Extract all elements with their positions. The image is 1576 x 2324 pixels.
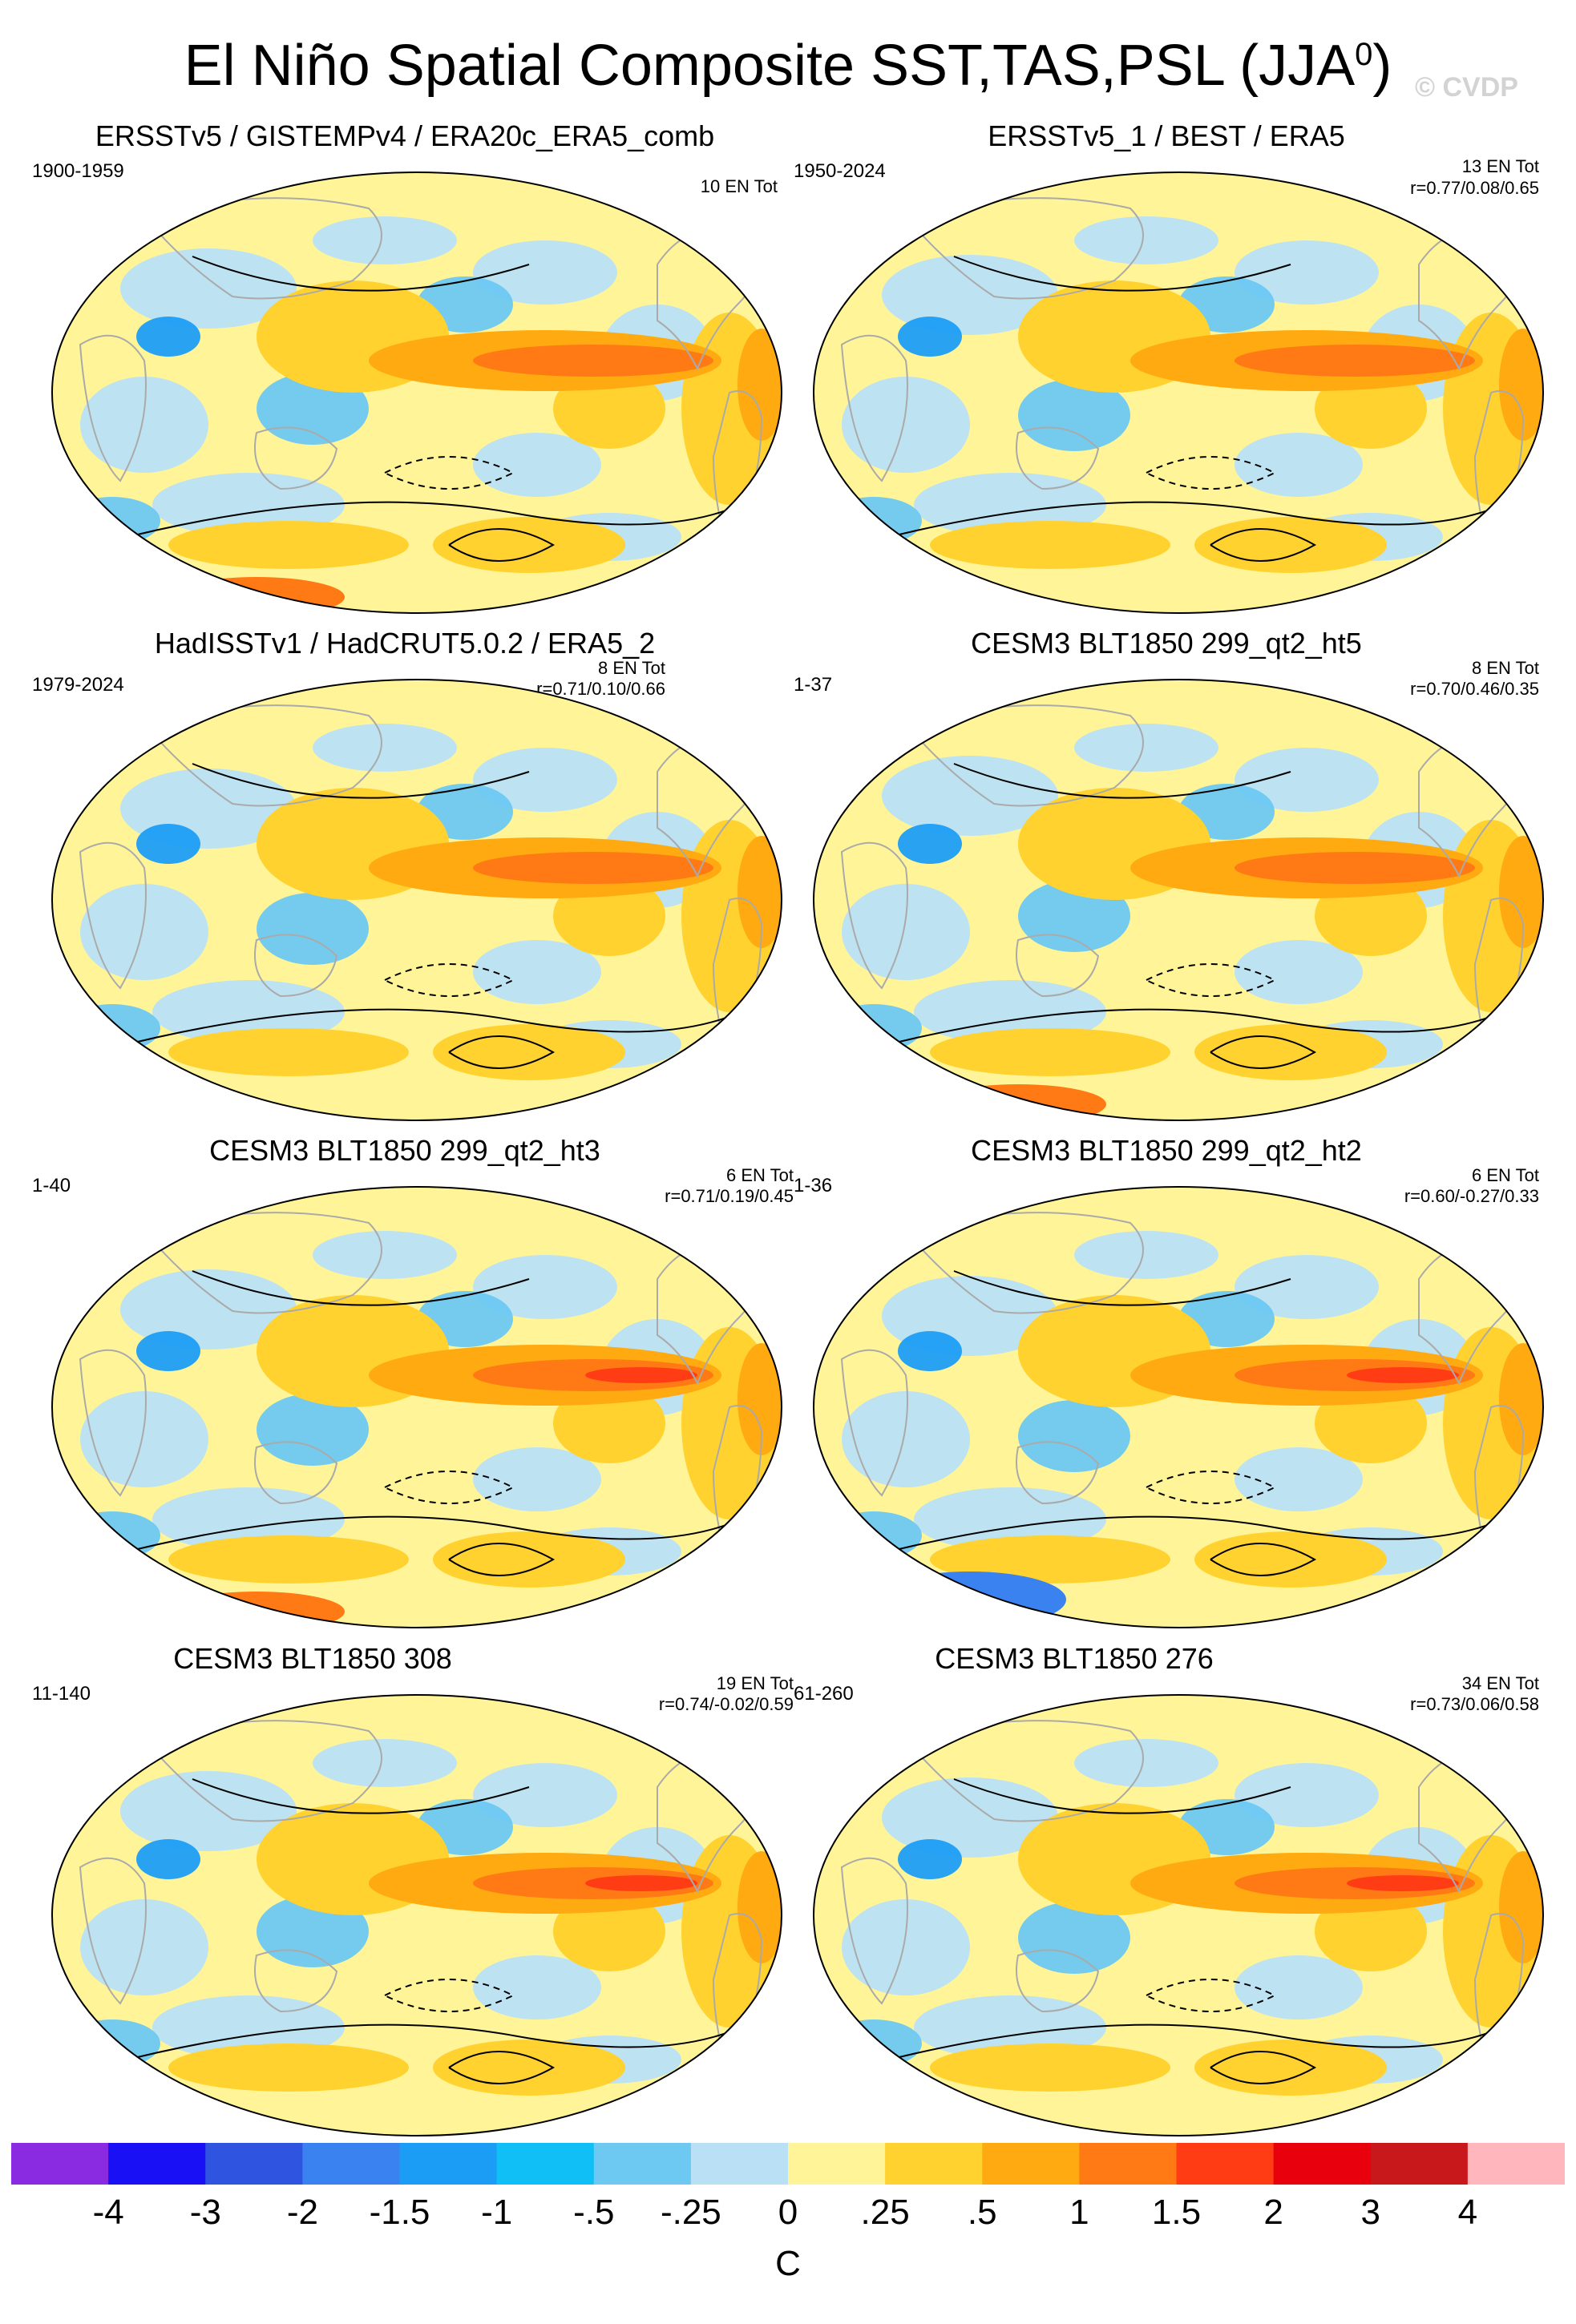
colorbar-bin: [593, 2143, 692, 2185]
colorbar-bin: [1370, 2143, 1469, 2185]
map-field: [814, 1187, 1543, 1628]
map-field: [814, 1695, 1543, 2136]
correlation-label: r=0.70/0.46/0.35: [1410, 679, 1539, 699]
colorbar-tick-label: 4: [1457, 2193, 1478, 2232]
panel-5: CESM3 BLT1850 299_qt2_ht3 1-40 6 EN Tot …: [32, 1134, 794, 1656]
colorbar-tick-label: -1.5: [369, 2193, 430, 2232]
map-field: [814, 680, 1543, 1120]
colorbar-bin: [399, 2143, 498, 2185]
composite-map: [51, 1694, 782, 2136]
panel-title: ERSSTv5 / GISTEMPv4 / ERA20c_ERA5_comb: [95, 119, 715, 152]
correlation-label: r=0.71/0.19/0.45: [665, 1186, 794, 1206]
panel-title: CESM3 BLT1850 299_qt2_ht5: [971, 627, 1362, 660]
colorbar-tick-label: -.25: [660, 2193, 721, 2232]
en-total-label: 34 EN Tot: [1461, 1673, 1539, 1693]
map-field: [52, 172, 782, 613]
colorbar-tick-label: -3: [189, 2193, 221, 2232]
colorbar-tick-label: .5: [967, 2193, 997, 2232]
period-label: 1-40: [32, 1175, 71, 1196]
colorbar-bin: [205, 2143, 303, 2185]
en-total-label: 8 EN Tot: [598, 658, 665, 678]
correlation-label: r=0.74/-0.02/0.59: [658, 1694, 794, 1714]
colorbar-tick-label: .25: [860, 2193, 910, 2232]
colorbar-tick-label: -4: [92, 2193, 124, 2232]
map-outline: [51, 1186, 782, 1628]
panel-2: ERSSTv5_1 / BEST / ERA5 1950-2024 13 EN …: [794, 119, 1544, 641]
colorbar-bin: [1079, 2143, 1177, 2185]
en-total-label: 6 EN Tot: [1472, 1165, 1539, 1185]
colorbar-bin: [885, 2143, 983, 2185]
colorbar-bin: [1176, 2143, 1275, 2185]
colorbar-tick-label: -2: [286, 2193, 318, 2232]
panel-1: ERSSTv5 / GISTEMPv4 / ERA20c_ERA5_comb 1…: [32, 119, 782, 641]
map-outline: [813, 679, 1544, 1121]
panel-title: ERSSTv5_1 / BEST / ERA5: [988, 119, 1345, 152]
composite-map: [813, 679, 1544, 1121]
figure-title: El Niño Spatial Composite SST,TAS,PSL (J…: [184, 34, 1392, 98]
colorbar-tick-label: 3: [1360, 2193, 1380, 2232]
en-total-label: 19 EN Tot: [716, 1673, 794, 1693]
composite-map: [51, 171, 782, 614]
panel-7: CESM3 BLT1850 308 11-140 19 EN Tot r=0.7…: [32, 1642, 794, 2164]
composite-map: [813, 171, 1544, 614]
composite-map: [813, 1694, 1544, 2136]
panel-4: CESM3 BLT1850 299_qt2_ht5 1-37 8 EN Tot …: [794, 627, 1544, 1148]
map-field: [52, 1187, 782, 1628]
panel-title: HadISSTv1 / HadCRUT5.0.2 / ERA5_2: [154, 627, 656, 660]
colorbar: [11, 2143, 1565, 2185]
en-total-label: 10 EN Tot: [700, 176, 778, 196]
map-outline: [813, 1186, 1544, 1628]
en-total-label: 8 EN Tot: [1472, 658, 1539, 678]
colorbar-tick-label: 0: [778, 2193, 798, 2232]
colorbar-bin: [982, 2143, 1080, 2185]
en-total-label: 6 EN Tot: [726, 1165, 794, 1185]
map-field: [814, 172, 1543, 613]
period-label: 1979-2024: [32, 674, 124, 696]
colorbar-bin: [788, 2143, 886, 2185]
period-label: 1-37: [794, 674, 833, 696]
panel-title: CESM3 BLT1850 308: [173, 1642, 452, 1675]
map-field: [52, 680, 782, 1120]
map-outline: [51, 1694, 782, 2136]
colorbar-unit: C: [775, 2244, 801, 2283]
colorbar-bin: [496, 2143, 595, 2185]
period-label: 11-140: [32, 1683, 91, 1705]
cvdp-watermark: © CVDP: [1415, 72, 1518, 103]
panel-6: CESM3 BLT1850 299_qt2_ht2 1-36 6 EN Tot …: [794, 1134, 1544, 1656]
composite-map: [51, 679, 782, 1121]
map-outline: [51, 679, 782, 1121]
correlation-label: r=0.73/0.06/0.58: [1410, 1694, 1539, 1714]
correlation-label: r=0.60/-0.27/0.33: [1404, 1186, 1539, 1206]
period-label: 1-36: [794, 1175, 833, 1196]
panel-3: HadISSTv1 / HadCRUT5.0.2 / ERA5_2 1979-2…: [32, 627, 782, 1148]
map-outline: [51, 171, 782, 614]
colorbar-bin: [108, 2143, 206, 2185]
panel-title: CESM3 BLT1850 276: [935, 1642, 1214, 1675]
panel-title: CESM3 BLT1850 299_qt2_ht3: [209, 1134, 600, 1167]
colorbar-bin: [1467, 2143, 1565, 2185]
composite-map: [813, 1186, 1544, 1628]
panel-8: CESM3 BLT1850 276 61-260 34 EN Tot r=0.7…: [794, 1642, 1544, 2164]
map-field: [52, 1695, 782, 2136]
composite-map: [51, 1186, 782, 1628]
period-label: 61-260: [794, 1683, 854, 1705]
period-label: 1950-2024: [794, 160, 886, 182]
colorbar-tick-label: -.5: [573, 2193, 615, 2232]
correlation-label: r=0.71/0.10/0.66: [536, 679, 665, 699]
colorbar-bin: [690, 2143, 789, 2185]
colorbar-tick-label: -1: [481, 2193, 513, 2232]
map-outline: [813, 171, 1544, 614]
colorbar-tick-label: 1.5: [1151, 2193, 1202, 2232]
map-outline: [813, 1694, 1544, 2136]
correlation-label: r=0.77/0.08/0.65: [1410, 178, 1539, 198]
period-label: 1900-1959: [32, 160, 124, 182]
colorbar-bin: [1273, 2143, 1372, 2185]
colorbar-bin: [302, 2143, 400, 2185]
panel-title: CESM3 BLT1850 299_qt2_ht2: [971, 1134, 1362, 1167]
colorbar-tick-label: 2: [1263, 2193, 1283, 2232]
colorbar-tick-label: 1: [1069, 2193, 1089, 2232]
en-total-label: 13 EN Tot: [1461, 156, 1539, 176]
colorbar-bin: [11, 2143, 109, 2185]
